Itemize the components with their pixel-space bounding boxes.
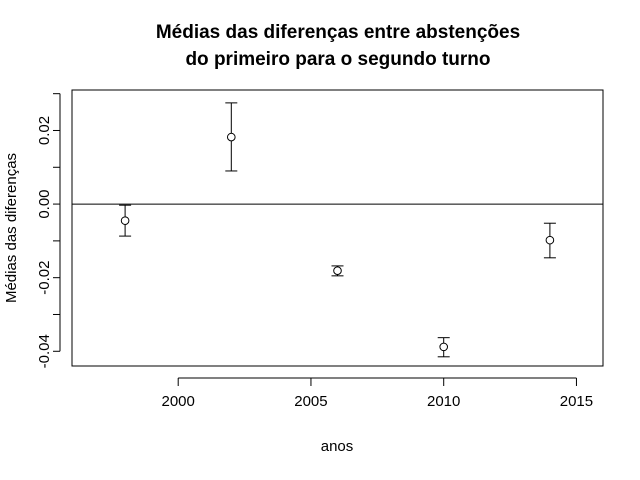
plot-frame [71, 89, 604, 367]
data-points [119, 102, 556, 358]
data-point [545, 235, 555, 245]
y-axis: -0.04 -0.02 0.00 0.02 [36, 93, 61, 368]
data-point [227, 132, 236, 142]
x-axis-label: anos [321, 438, 354, 455]
x-tick-label: 2005 [294, 393, 327, 410]
x-tick-label: 2000 [162, 393, 195, 410]
y-axis-label: Médias das diferenças [3, 153, 20, 303]
y-tick-label: -0.02 [36, 261, 53, 295]
data-point [120, 216, 130, 225]
x-axis: 2000 2005 2010 2015 [162, 377, 593, 410]
chart-title-line-1: Médias das diferenças entre abstenções [156, 22, 520, 43]
y-tick-label: 0.00 [36, 189, 53, 218]
x-tick-label: 2015 [560, 393, 593, 410]
y-tick-label: 0.02 [36, 116, 53, 145]
x-tick-label: 2010 [427, 393, 460, 410]
data-point [439, 342, 449, 352]
data-point [333, 266, 342, 275]
chart-title-line-2: do primeiro para o segundo turno [185, 49, 490, 70]
y-tick-label: -0.04 [36, 334, 53, 368]
